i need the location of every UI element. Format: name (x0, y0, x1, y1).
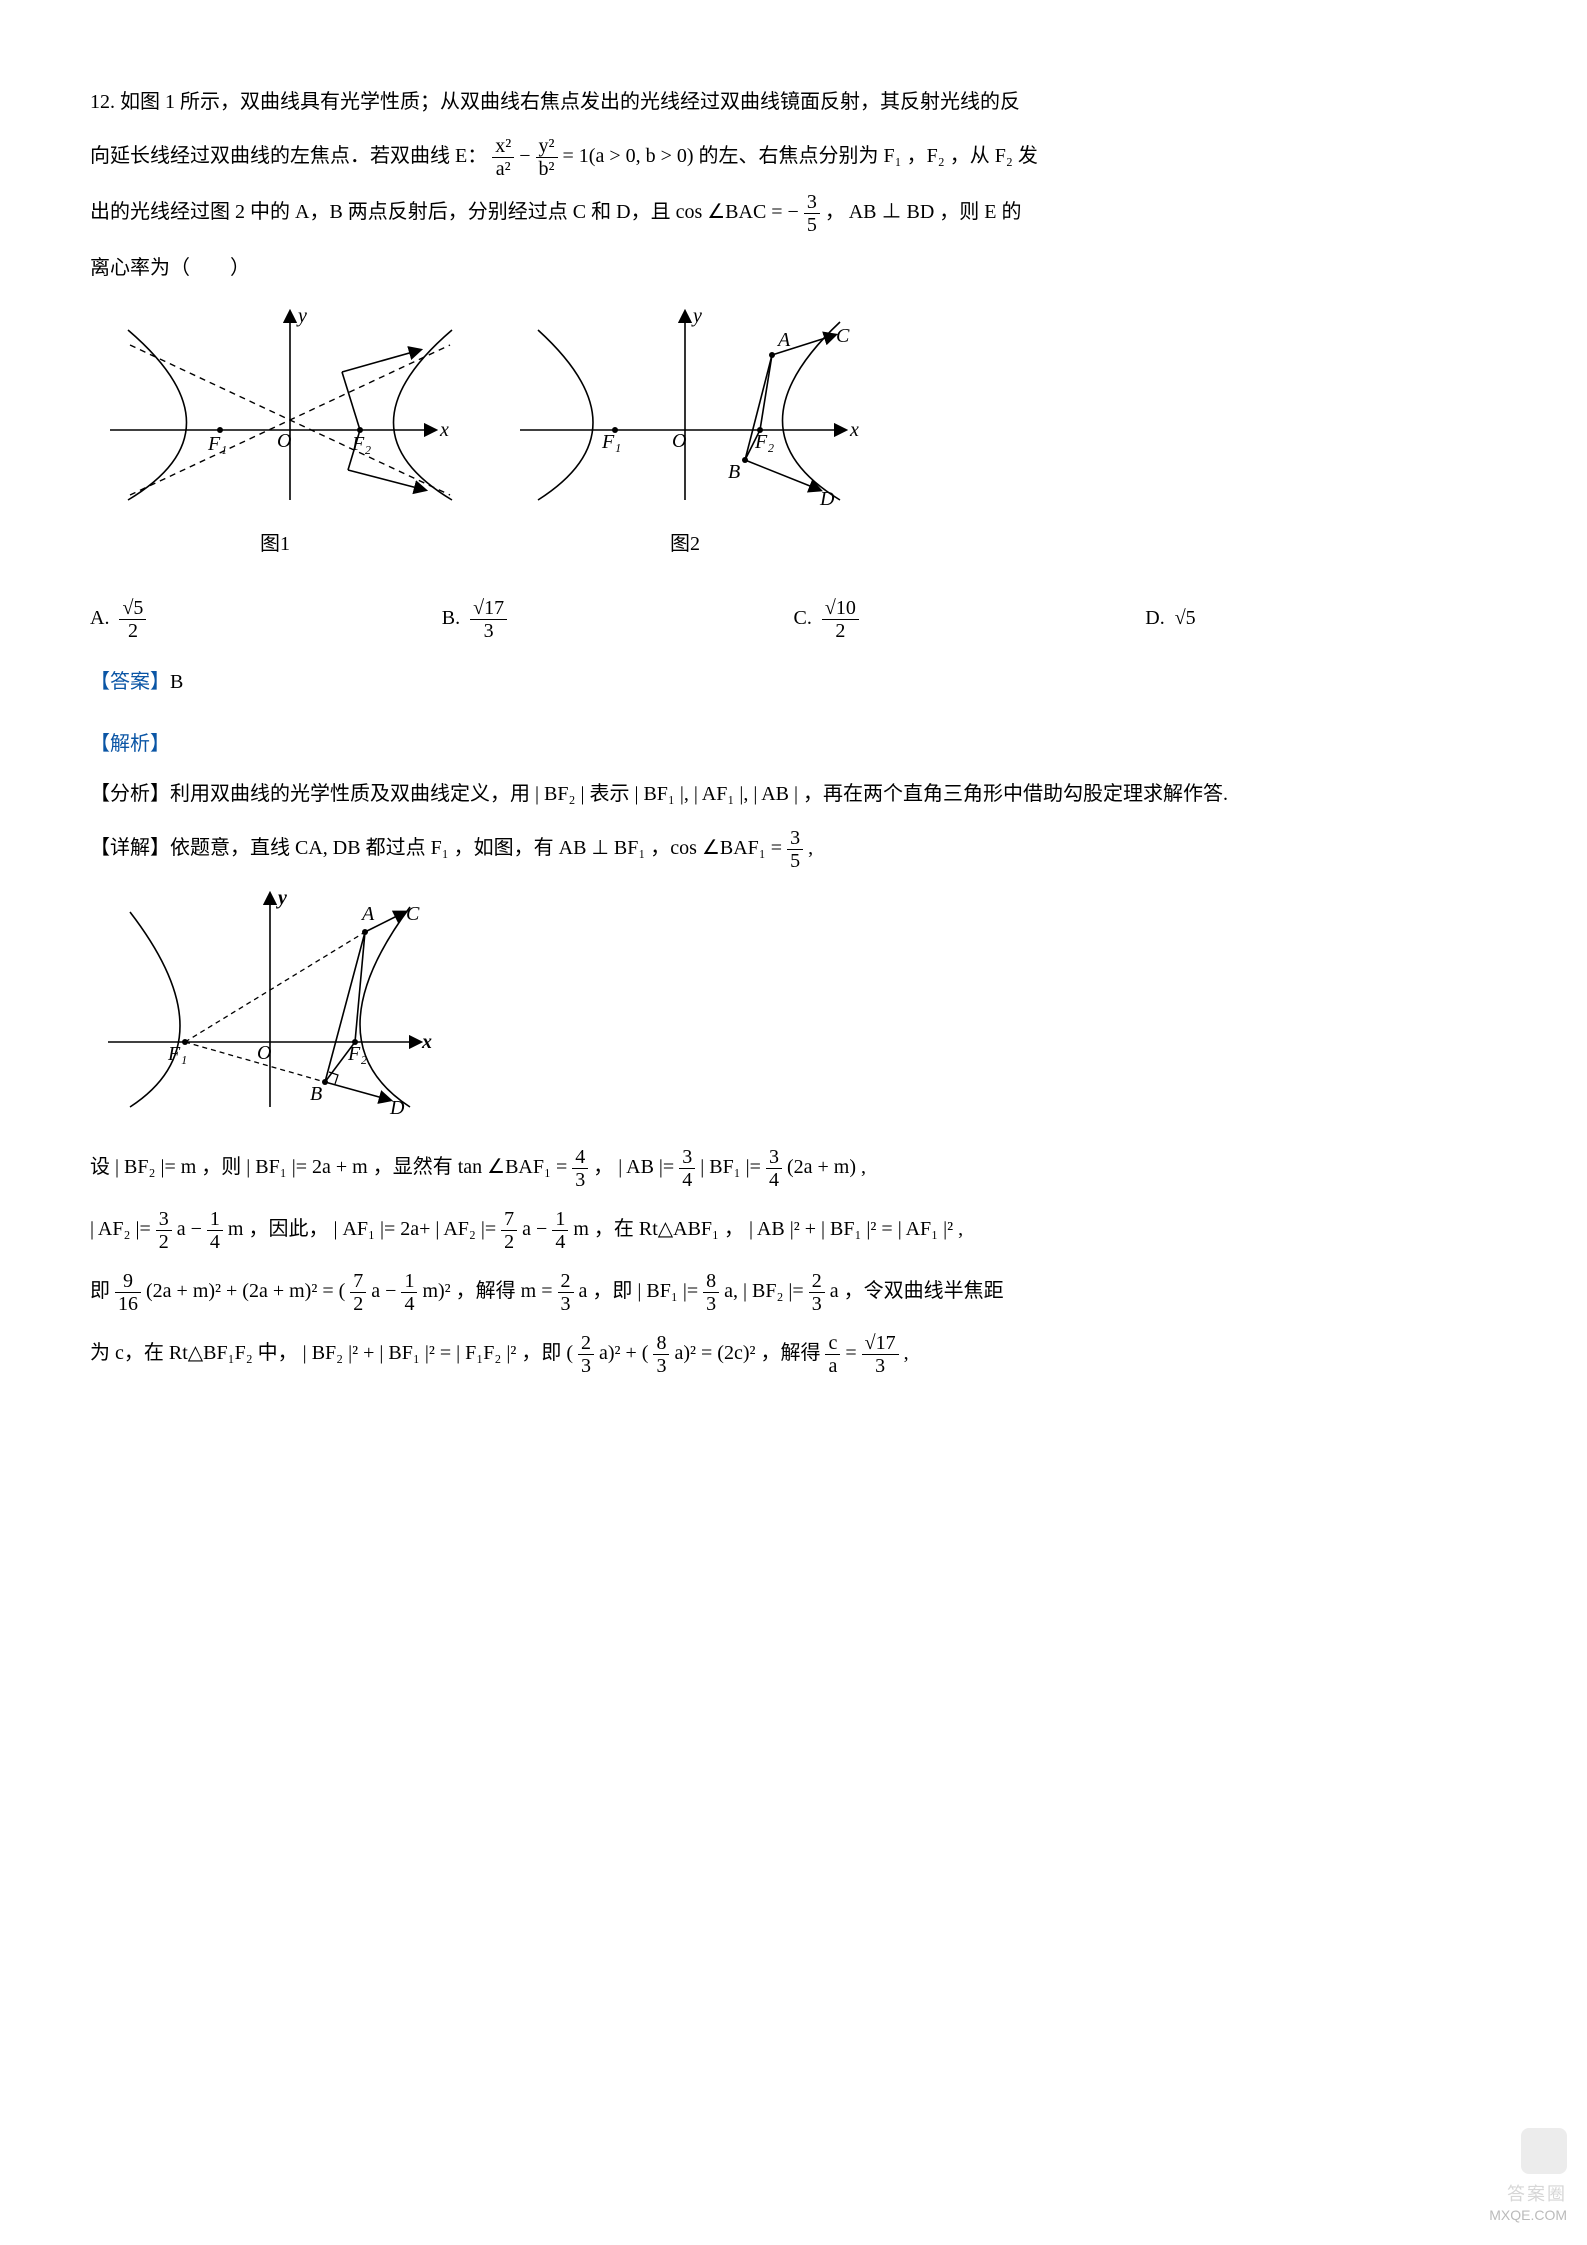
option-C: C. √102 (794, 596, 1146, 642)
svg-text:C: C (836, 325, 850, 347)
svg-text:x: x (849, 419, 859, 441)
option-D: D. √5 (1145, 596, 1497, 642)
step1: 设 | BF₂ |= m ，则 | BF₁ |= 2a + m ，显然有 tan… (90, 1141, 1497, 1193)
watermark-bottom: MXQE.COM (1489, 2207, 1567, 2223)
svg-text:O: O (672, 430, 686, 452)
watermark: 答案圈 MXQE.COM (1489, 2128, 1567, 2225)
svg-text:A: A (776, 329, 791, 351)
figure-1: y x O F₁ F₂ 图1 (90, 300, 460, 566)
step2: | AF₂ |= 32 a − 14 m ，因此， | AF₁ |= 2a+ |… (90, 1203, 1497, 1255)
answer-label: 【答案】 (90, 671, 170, 693)
answer-line: 【答案】B (90, 660, 1497, 704)
problem-line3: 出的光线经过图 2 中的 A，B 两点反射后，分别经过点 C 和 D，且 cos… (90, 190, 1497, 236)
answer-value: B (170, 671, 183, 693)
problem-line2: 向延长线经过双曲线的左焦点．若双曲线 E： x²a² − y²b² = 1(a … (90, 134, 1497, 180)
diagram-2: y x O F₁ F₂ A B C D (500, 300, 870, 510)
svg-text:y: y (691, 305, 702, 327)
svg-text:x: x (421, 1031, 432, 1053)
svg-text:x: x (439, 419, 449, 441)
svg-text:O: O (257, 1042, 271, 1064)
svg-text:D: D (819, 488, 835, 510)
option-A: A. √52 (90, 596, 442, 642)
fraction: 35 (804, 191, 820, 236)
svg-text:D: D (389, 1097, 405, 1117)
watermark-icon (1521, 2128, 1567, 2174)
diagram-1: y x O F₁ F₂ (90, 300, 460, 510)
svg-text:F₁: F₁ (167, 1043, 187, 1065)
figure-3: y x O F₁ F₂ A B C D (90, 882, 1497, 1133)
step4: 为 c，在 Rt△BF₁F₂ 中， | BF₂ |² + | BF₁ |² = … (90, 1327, 1497, 1379)
svg-text:F₁: F₁ (601, 431, 621, 453)
fenxi-line: 【分析】利用双曲线的光学性质及双曲线定义，用 | BF₂ | 表示 | BF₁ … (90, 772, 1497, 816)
option-B: B. √173 (442, 596, 794, 642)
svg-text:A: A (360, 903, 375, 925)
figure-1-caption: 图1 (90, 522, 460, 566)
step3: 即 916 (2a + m)² + (2a + m)² = ( 72 a − 1… (90, 1265, 1497, 1317)
jiexi-label: 【解析】 (90, 722, 1497, 766)
problem-line4: 离心率为（ ） (90, 246, 1497, 290)
svg-text:C: C (406, 903, 420, 925)
options-row: A. √52 B. √173 C. √102 D. √5 (90, 596, 1497, 642)
diagram-3: y x O F₁ F₂ A B C D (90, 882, 435, 1117)
fraction: y²b² (536, 135, 558, 180)
figure-2-caption: 图2 (500, 522, 870, 566)
problem-number: 12. (90, 91, 115, 113)
watermark-top: 答案圈 (1507, 2184, 1567, 2204)
fraction: x²a² (492, 135, 514, 180)
problem-line1: 12. 如图 1 所示，双曲线具有光学性质；从双曲线右焦点发出的光线经过双曲线镜… (90, 80, 1497, 124)
svg-text:B: B (310, 1083, 322, 1105)
svg-text:y: y (296, 305, 307, 327)
svg-text:O: O (277, 430, 291, 452)
svg-text:y: y (276, 887, 287, 909)
figure-row: y x O F₁ F₂ 图1 (90, 300, 1497, 566)
svg-text:B: B (728, 461, 740, 483)
figure-2: y x O F₁ F₂ A B C D 图2 (500, 300, 870, 566)
svg-text:F₁: F₁ (207, 433, 227, 455)
xiangjie-line1: 【详解】依题意，直线 CA, DB 都过点 F₁ ，如图，有 AB ⊥ BF₁ … (90, 826, 1497, 872)
svg-text:F₂: F₂ (347, 1043, 367, 1065)
page-content: 12. 如图 1 所示，双曲线具有光学性质；从双曲线右焦点发出的光线经过双曲线镜… (90, 80, 1497, 1379)
